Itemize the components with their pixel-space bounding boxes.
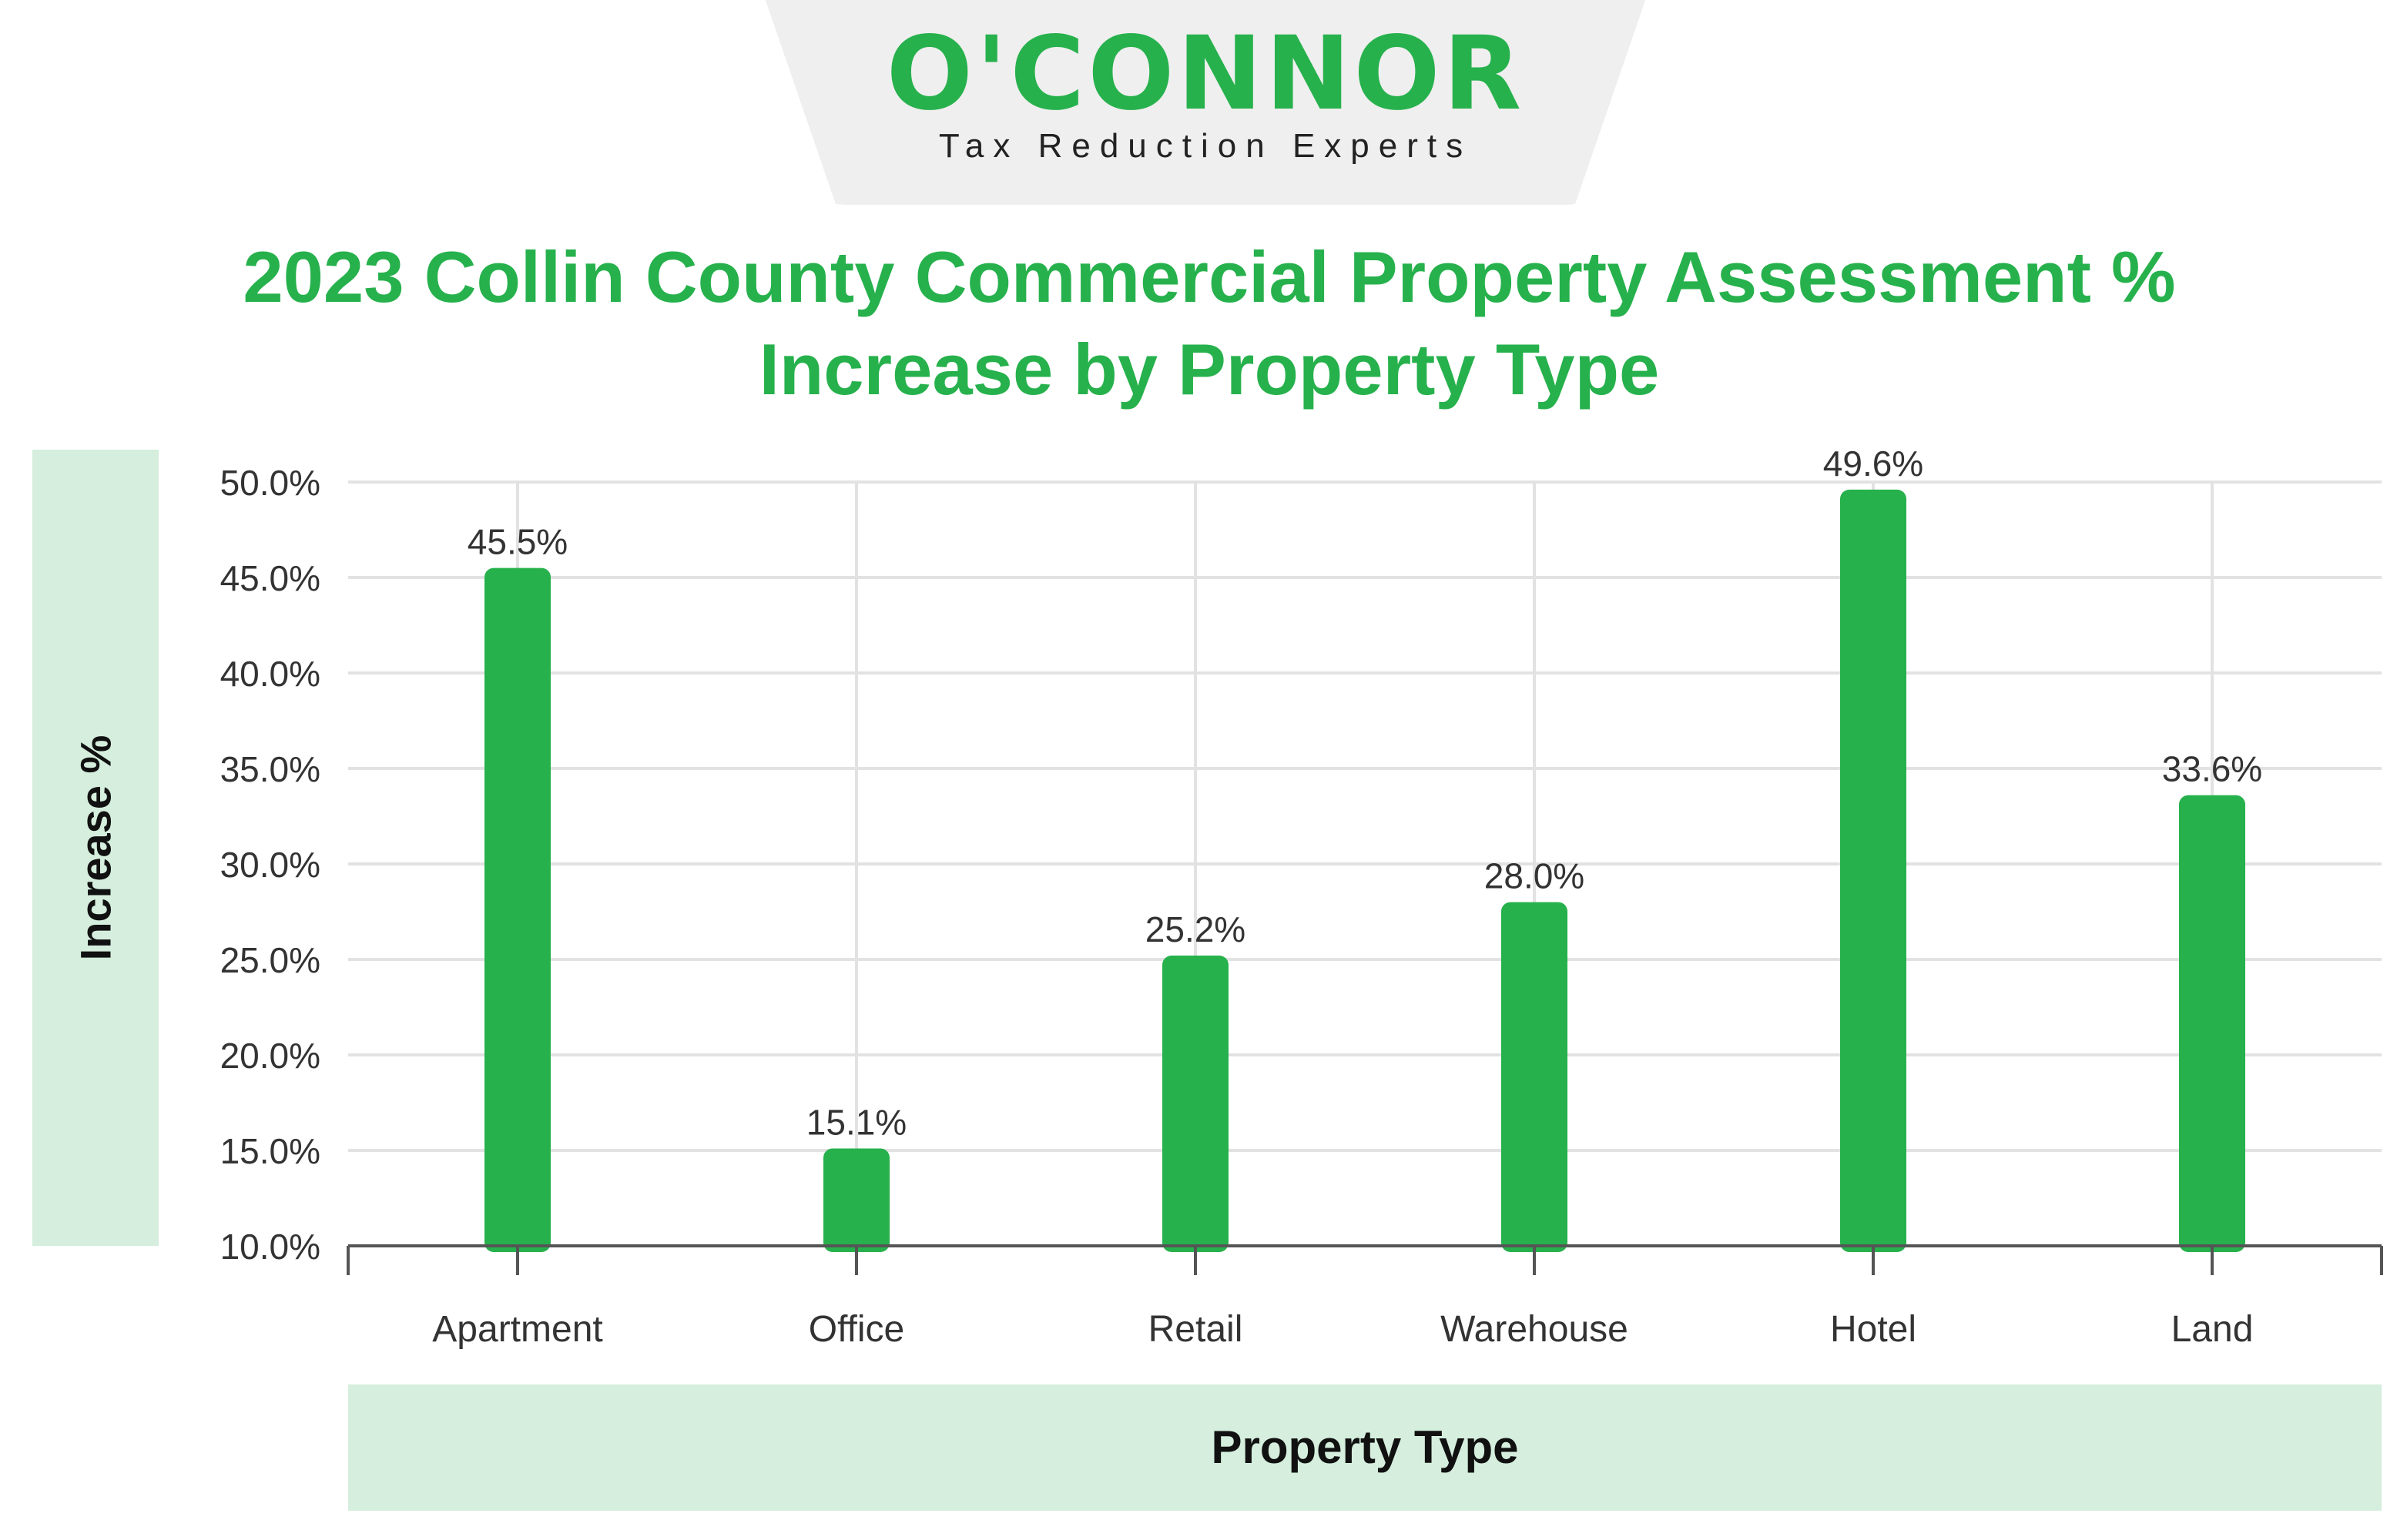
y-axis-label-panel [32, 450, 159, 1246]
brand-logo: O'CONNOR [886, 15, 1525, 133]
bar-warehouse [1501, 902, 1567, 1252]
y-tick-label: 20.0% [220, 1036, 320, 1076]
bar-retail [1162, 956, 1229, 1252]
y-tick-label: 10.0% [220, 1227, 320, 1267]
y-tick-label: 30.0% [220, 845, 320, 885]
y-tick-label: 15.0% [220, 1131, 320, 1171]
bar-value-label: 45.5% [468, 522, 568, 562]
bar-value-label: 49.6% [1823, 444, 1923, 484]
bar-value-label: 25.2% [1145, 909, 1245, 949]
bar-hotel [1840, 489, 1906, 1252]
x-tick-label: Retail [1148, 1309, 1243, 1350]
y-tick-label: 45.0% [220, 558, 320, 598]
y-tick-label: 40.0% [220, 654, 320, 694]
x-tick-label: Office [809, 1309, 905, 1350]
logo-badge [755, 0, 1656, 205]
bar-value-label: 28.0% [1484, 856, 1584, 896]
bar-land [2179, 795, 2245, 1252]
chart-title: 2023 Collin County Commercial Property A… [243, 236, 2176, 410]
bar-office [823, 1148, 890, 1252]
y-tick-label: 25.0% [220, 940, 320, 980]
brand-tagline: Tax Reduction Experts [938, 127, 1473, 165]
y-tick-label: 50.0% [220, 463, 320, 503]
bar-value-label: 33.6% [2162, 749, 2262, 789]
bar-value-label: 15.1% [806, 1103, 907, 1143]
y-tick-label: 35.0% [220, 749, 320, 789]
x-tick-label: Warehouse [1440, 1309, 1628, 1350]
x-axis-label: Property Type [1211, 1421, 1519, 1473]
x-axis-label-panel [348, 1384, 2382, 1511]
x-tick-label: Land [2171, 1309, 2254, 1350]
x-tick-label: Apartment [432, 1309, 602, 1350]
bar-apartment [484, 567, 551, 1252]
x-tick-label: Hotel [1830, 1309, 1916, 1350]
